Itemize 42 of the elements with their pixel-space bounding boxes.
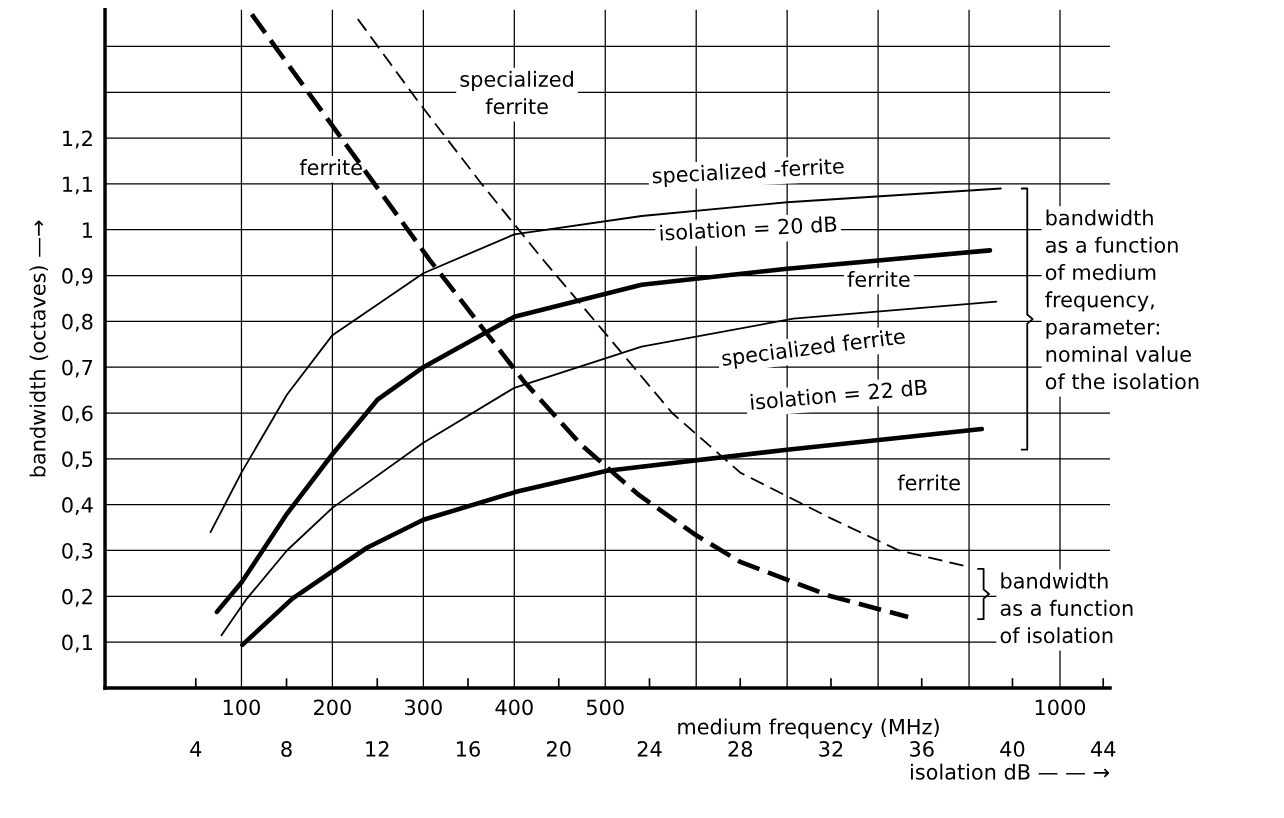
annotation: specialized ferrite: [721, 327, 906, 371]
x2-tick-label: 4: [190, 741, 202, 757]
y-tick-label: 1: [82, 222, 92, 238]
annotation: bandwidth as a function of isolation: [1000, 572, 1133, 644]
y-tick-label: 0,6: [62, 405, 93, 424]
x-tick-label: 500: [586, 699, 624, 716]
annotation: specialized -ferrite: [652, 157, 845, 188]
x2-tick-label: 20: [547, 741, 571, 757]
x2-tick-label: 28: [728, 741, 753, 757]
y-tick-label: 0,1: [62, 634, 92, 653]
x2-tick-label: 36: [910, 741, 934, 757]
y-tick-label: 0,3: [62, 542, 93, 561]
x2-axis-title: isolation dB — — →: [911, 763, 1109, 780]
x2-tick-label: 44: [1090, 741, 1116, 757]
x-tick-label: 200: [314, 699, 351, 716]
x2-tick-label: 24: [637, 741, 662, 757]
annotation: specialized ferrite: [460, 70, 573, 115]
y-tick-label: 0,8: [62, 313, 93, 332]
y-tick-label: 0,7: [62, 359, 93, 378]
annotation: isolation = 22 dB: [750, 378, 927, 411]
y-tick-label: 0,9: [62, 268, 93, 286]
y-tick-label: 0,4: [62, 497, 93, 515]
annotation: ferrite: [897, 474, 960, 491]
x2-tick-label: 32: [819, 741, 843, 757]
x-tick-label: 100: [223, 699, 260, 716]
x-tick-label: 1000: [1035, 699, 1086, 716]
x-axis-title: medium frequency (MHz): [678, 718, 939, 739]
y-axis-title: bandwidth (octaves) —→: [29, 220, 49, 477]
x-tick-label: 400: [495, 699, 533, 716]
y-tick-label: 1,2: [63, 130, 92, 149]
annotation: ferrite: [847, 270, 910, 288]
annotation: isolation = 20 dB: [660, 215, 837, 241]
x2-tick-label: 16: [457, 741, 480, 757]
x2-tick-label: 40: [1000, 741, 1025, 757]
annotation: bandwidth as a function of medium frequency, parameter: nominal value of the isolation: [1045, 209, 1199, 390]
y-tick-label: 1,1: [63, 176, 92, 195]
y-tick-label: 0,5: [62, 451, 93, 470]
x2-tick-label: 12: [366, 741, 389, 757]
y-tick-label: 0,2: [62, 588, 92, 607]
annotation: ferrite: [299, 159, 362, 176]
x-tick-label: 300: [405, 699, 442, 716]
x2-tick-label: 8: [281, 741, 292, 757]
